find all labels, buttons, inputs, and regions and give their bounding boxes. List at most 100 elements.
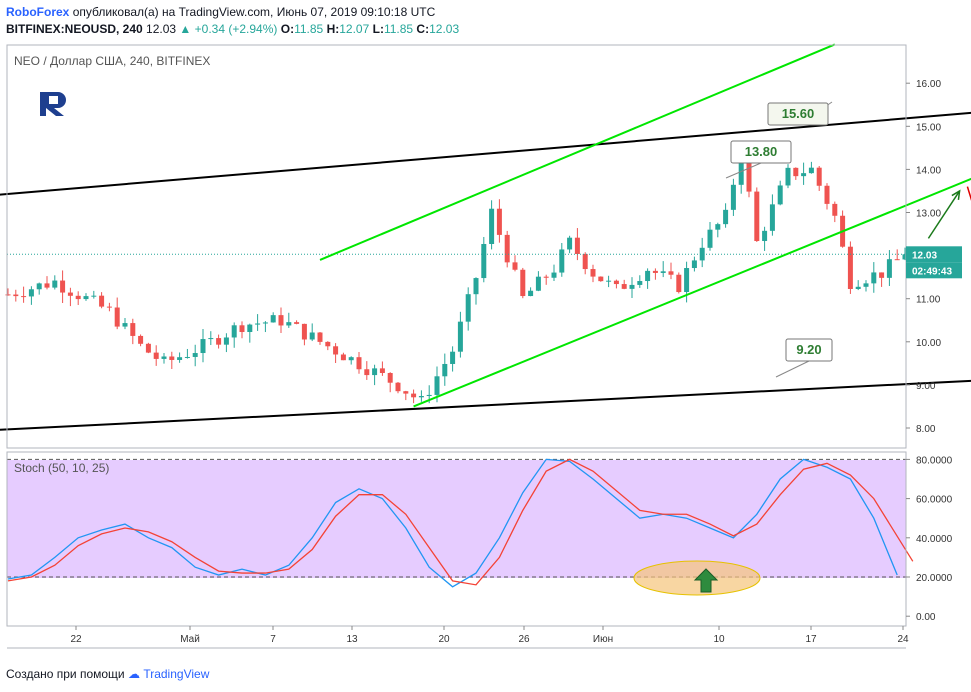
candle — [364, 369, 370, 376]
candle — [535, 276, 541, 291]
candle — [333, 346, 339, 355]
candle — [301, 323, 307, 340]
open-label: O: — [280, 22, 295, 36]
time-tick-label: 22 — [70, 634, 82, 645]
candle — [652, 270, 658, 273]
symbol-label: BITFINEX:NEOUSD, 240 — [6, 22, 143, 36]
price-tick-label: 11.00 — [916, 295, 941, 306]
candle — [551, 272, 557, 278]
main-pane[interactable]: 15.60 13.80 9.20 — [0, 43, 971, 431]
main-pane-title: NEO / Доллар США, 240, BITFINEX — [14, 54, 210, 68]
candle — [629, 284, 635, 289]
candle — [676, 274, 682, 293]
forecast-arrow — [927, 190, 961, 239]
candle — [691, 260, 697, 269]
candle — [574, 237, 580, 254]
time-tick-label: 10 — [713, 634, 725, 645]
candle — [67, 292, 73, 296]
candle — [208, 338, 214, 340]
stoch-tick-label: 60.0000 — [916, 495, 953, 506]
candle — [637, 281, 643, 285]
price-tick-label: 8.00 — [916, 424, 936, 435]
candle — [489, 208, 495, 244]
time-tick-label: 26 — [518, 634, 530, 645]
candle — [395, 382, 401, 392]
candle — [528, 290, 534, 297]
candle — [356, 357, 362, 370]
candle — [559, 249, 565, 273]
candle — [442, 363, 448, 377]
stoch-d-line — [7, 458, 914, 586]
open-value: 11.85 — [294, 22, 324, 36]
candle — [200, 339, 206, 354]
candle — [36, 283, 42, 290]
level-callout — [785, 338, 833, 362]
candle — [177, 357, 183, 360]
candle — [699, 247, 705, 261]
candle — [239, 325, 245, 332]
stoch-k-line — [7, 458, 898, 588]
candle — [738, 153, 744, 185]
publication-info: опубликовал(а) на TradingView.com, Июнь … — [72, 5, 436, 19]
candle — [309, 332, 315, 340]
tradingview-logo-icon: ☁ — [127, 667, 140, 681]
candle — [715, 224, 721, 230]
candle — [372, 368, 378, 376]
candle — [855, 286, 861, 290]
publication-header: RoboForex опубликовал(а) на TradingView.… — [6, 5, 435, 19]
stoch-pane[interactable] — [7, 458, 914, 596]
candle — [816, 167, 822, 186]
candle — [216, 338, 222, 345]
candle — [894, 259, 900, 261]
candle — [465, 294, 471, 322]
candle — [403, 391, 409, 394]
candle — [808, 167, 814, 174]
candle — [418, 396, 424, 398]
candle — [543, 276, 549, 278]
channel-line — [413, 177, 971, 408]
stoch-tick-label: 20.0000 — [916, 573, 953, 584]
candle — [91, 295, 97, 297]
candle — [613, 280, 619, 285]
candle — [481, 243, 487, 279]
price-tick-label: 13.00 — [916, 209, 941, 220]
candle — [496, 208, 502, 235]
candle — [769, 204, 775, 231]
countdown-badge — [906, 262, 962, 279]
candle — [247, 324, 253, 332]
price-tick-label: 16.00 — [916, 79, 941, 90]
candle — [801, 173, 807, 177]
candle — [777, 185, 783, 205]
candle — [106, 306, 112, 308]
candle — [60, 280, 66, 293]
forecast-arrowhead — [951, 189, 961, 200]
candle — [270, 315, 276, 323]
candle — [317, 332, 323, 342]
low-label: L: — [372, 22, 384, 36]
candle — [340, 354, 346, 361]
candle — [754, 191, 760, 242]
candle — [122, 323, 128, 327]
candle — [590, 269, 596, 277]
candle — [184, 356, 190, 358]
candle — [457, 321, 463, 352]
brand-name[interactable]: RoboForex — [6, 5, 70, 19]
candle — [450, 351, 456, 364]
candle — [5, 294, 11, 296]
candle — [863, 283, 869, 287]
countdown-label: 02:49:43 — [912, 266, 952, 277]
close-label: C: — [416, 22, 430, 36]
candle — [746, 153, 752, 192]
candle — [294, 322, 300, 324]
time-tick-label: 13 — [346, 634, 358, 645]
candle — [504, 234, 510, 263]
stoch-tick-label: 80.0000 — [916, 455, 953, 466]
up-triangle-icon: ▲ — [179, 22, 192, 36]
candle — [278, 315, 284, 326]
stoch-band-area — [7, 460, 906, 578]
tradingview-link[interactable]: TradingView — [143, 667, 210, 681]
up-arrow-icon — [693, 568, 719, 593]
level-label: 13.80 — [745, 144, 778, 159]
candle — [130, 323, 136, 336]
